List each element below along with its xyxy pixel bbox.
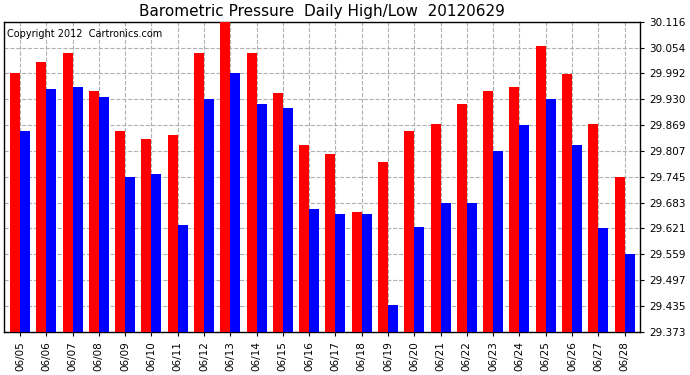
Bar <box>63 54 72 332</box>
Bar <box>125 177 135 332</box>
Bar <box>246 53 257 332</box>
Bar <box>467 202 477 332</box>
Bar <box>20 131 30 332</box>
Bar <box>220 22 230 332</box>
Bar <box>37 62 46 332</box>
Bar <box>194 53 204 332</box>
Bar <box>520 125 529 332</box>
Bar <box>362 214 372 332</box>
Bar <box>283 108 293 332</box>
Bar <box>483 91 493 332</box>
Bar <box>115 131 125 332</box>
Text: Copyright 2012  Cartronics.com: Copyright 2012 Cartronics.com <box>8 30 163 39</box>
Bar <box>230 74 240 332</box>
Bar <box>562 74 572 332</box>
Bar <box>589 124 598 332</box>
Bar <box>615 177 624 332</box>
Bar <box>572 145 582 332</box>
Bar <box>326 154 335 332</box>
Bar <box>309 209 319 332</box>
Bar <box>414 227 424 332</box>
Bar <box>431 124 440 332</box>
Bar <box>273 93 283 332</box>
Bar <box>177 225 188 332</box>
Bar <box>89 91 99 332</box>
Bar <box>10 74 20 332</box>
Bar <box>141 139 151 332</box>
Bar <box>72 87 83 332</box>
Bar <box>509 87 520 332</box>
Bar <box>404 131 414 332</box>
Bar <box>299 145 309 332</box>
Bar <box>493 151 503 332</box>
Bar <box>335 214 346 332</box>
Bar <box>257 104 266 332</box>
Bar <box>352 212 362 332</box>
Bar <box>457 104 467 332</box>
Bar <box>99 97 109 332</box>
Bar <box>151 174 161 332</box>
Bar <box>598 228 609 332</box>
Bar <box>546 99 555 332</box>
Bar <box>46 89 56 332</box>
Bar <box>168 135 177 332</box>
Title: Barometric Pressure  Daily High/Low  20120629: Barometric Pressure Daily High/Low 20120… <box>139 4 505 19</box>
Bar <box>388 305 398 332</box>
Bar <box>440 202 451 332</box>
Bar <box>535 46 546 332</box>
Bar <box>378 162 388 332</box>
Bar <box>624 254 635 332</box>
Bar <box>204 99 214 332</box>
